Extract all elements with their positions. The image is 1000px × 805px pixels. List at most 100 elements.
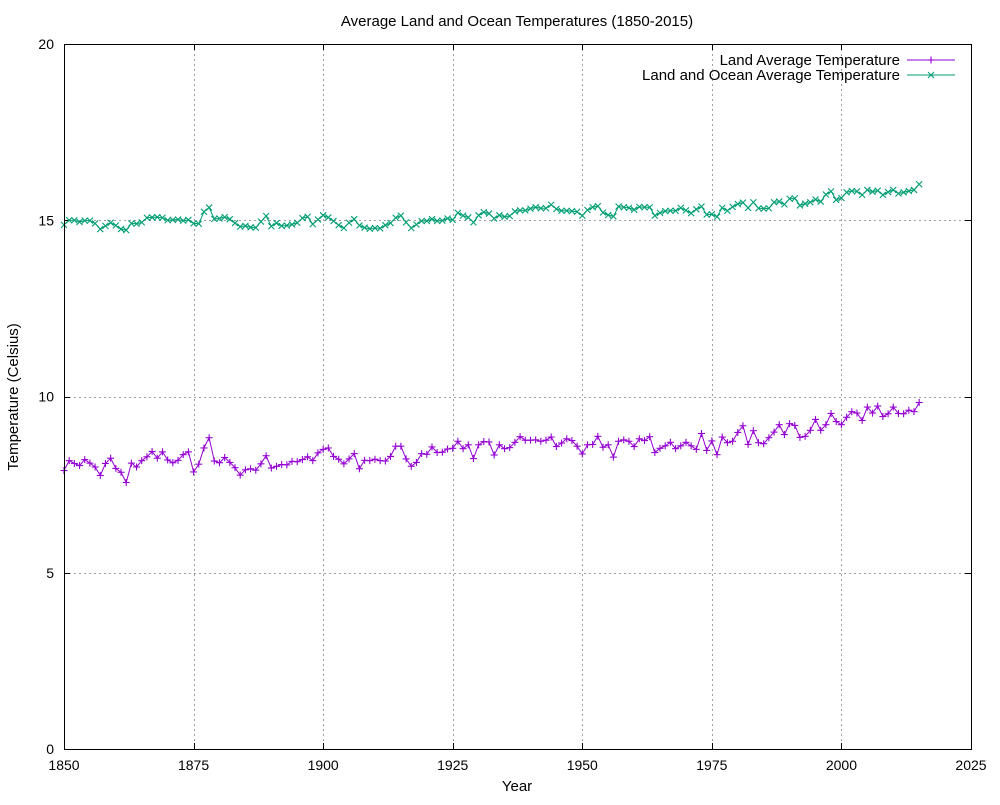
data-point bbox=[775, 421, 783, 429]
data-point bbox=[350, 215, 358, 223]
data-point bbox=[402, 218, 410, 226]
data-point bbox=[200, 444, 208, 452]
data-point bbox=[729, 437, 737, 445]
data-point bbox=[397, 442, 405, 450]
data-point bbox=[330, 452, 338, 460]
data-point bbox=[734, 200, 742, 208]
data-point bbox=[723, 439, 731, 447]
data-point bbox=[454, 209, 462, 217]
data-point bbox=[221, 453, 229, 461]
data-point bbox=[340, 224, 348, 232]
data-point bbox=[698, 203, 705, 210]
data-point bbox=[635, 435, 643, 443]
data-point bbox=[319, 211, 327, 219]
data-point bbox=[236, 471, 244, 479]
data-point bbox=[895, 190, 902, 197]
data-point bbox=[724, 207, 731, 215]
data-point bbox=[708, 210, 716, 218]
data-point bbox=[184, 216, 192, 224]
data-point bbox=[537, 437, 545, 445]
data-point bbox=[133, 220, 140, 228]
data-point bbox=[672, 445, 680, 453]
legend-label: Land and Ocean Average Temperature bbox=[642, 67, 900, 84]
data-point bbox=[609, 212, 617, 220]
data-point bbox=[169, 459, 177, 467]
data-point bbox=[345, 219, 353, 227]
data-point bbox=[412, 458, 420, 466]
data-point bbox=[687, 209, 695, 217]
data-point bbox=[91, 463, 99, 471]
data-point bbox=[661, 207, 669, 215]
data-point bbox=[345, 455, 353, 463]
y-tick-label: 20 bbox=[38, 36, 54, 52]
data-point bbox=[304, 213, 311, 221]
data-point bbox=[791, 421, 799, 429]
data-point bbox=[164, 456, 172, 464]
data-point bbox=[869, 188, 876, 196]
x-tick-label: 1975 bbox=[696, 757, 727, 773]
data-point bbox=[96, 471, 104, 479]
x-tick-label: 2025 bbox=[955, 757, 986, 773]
data-point bbox=[122, 479, 130, 487]
data-point bbox=[739, 422, 747, 430]
data-point bbox=[755, 204, 762, 212]
data-point bbox=[438, 448, 446, 456]
data-point bbox=[112, 222, 120, 229]
data-point bbox=[330, 217, 337, 225]
data-point bbox=[516, 433, 524, 441]
data-point bbox=[630, 206, 638, 214]
data-point bbox=[832, 418, 840, 426]
data-point bbox=[677, 442, 685, 450]
data-point bbox=[744, 440, 752, 448]
data-point bbox=[159, 214, 166, 222]
y-tick-label: 15 bbox=[38, 212, 54, 228]
data-point bbox=[464, 441, 472, 449]
data-point bbox=[656, 209, 664, 217]
data-point bbox=[666, 438, 674, 446]
data-point bbox=[283, 461, 291, 469]
data-point bbox=[775, 198, 783, 205]
data-point bbox=[371, 455, 379, 463]
data-point bbox=[594, 432, 602, 440]
data-point bbox=[552, 205, 560, 213]
data-point bbox=[376, 224, 384, 232]
data-point bbox=[542, 204, 550, 212]
data-point bbox=[81, 456, 89, 464]
data-point bbox=[651, 449, 659, 457]
gridlines bbox=[64, 44, 971, 749]
data-point bbox=[174, 456, 182, 464]
data-point bbox=[76, 218, 83, 226]
data-point bbox=[490, 215, 498, 222]
data-point bbox=[153, 454, 161, 462]
data-point bbox=[195, 220, 203, 228]
data-point bbox=[324, 444, 332, 452]
data-point bbox=[812, 415, 820, 423]
data-point bbox=[470, 218, 477, 226]
data-point bbox=[407, 462, 415, 470]
data-point bbox=[355, 465, 363, 473]
data-point bbox=[247, 465, 255, 473]
plot-frame bbox=[64, 44, 972, 750]
data-point bbox=[563, 207, 571, 215]
data-point bbox=[687, 442, 695, 450]
data-point bbox=[184, 448, 192, 456]
data-point bbox=[501, 445, 509, 453]
legend-item: Land Average Temperature bbox=[720, 52, 955, 69]
data-point bbox=[76, 462, 84, 470]
data-point bbox=[516, 206, 524, 214]
data-point bbox=[755, 439, 763, 447]
data-point bbox=[86, 459, 94, 467]
data-point bbox=[667, 207, 674, 215]
data-point bbox=[107, 454, 115, 462]
data-point bbox=[293, 458, 301, 466]
data-point bbox=[837, 421, 845, 429]
data-point bbox=[604, 441, 612, 449]
data-point bbox=[226, 458, 234, 466]
data-point bbox=[838, 194, 845, 202]
chart-title: Average Land and Ocean Temperatures (185… bbox=[341, 13, 693, 30]
data-point bbox=[703, 446, 711, 454]
data-point bbox=[143, 453, 151, 461]
data-point bbox=[853, 187, 861, 195]
data-point bbox=[910, 186, 918, 194]
